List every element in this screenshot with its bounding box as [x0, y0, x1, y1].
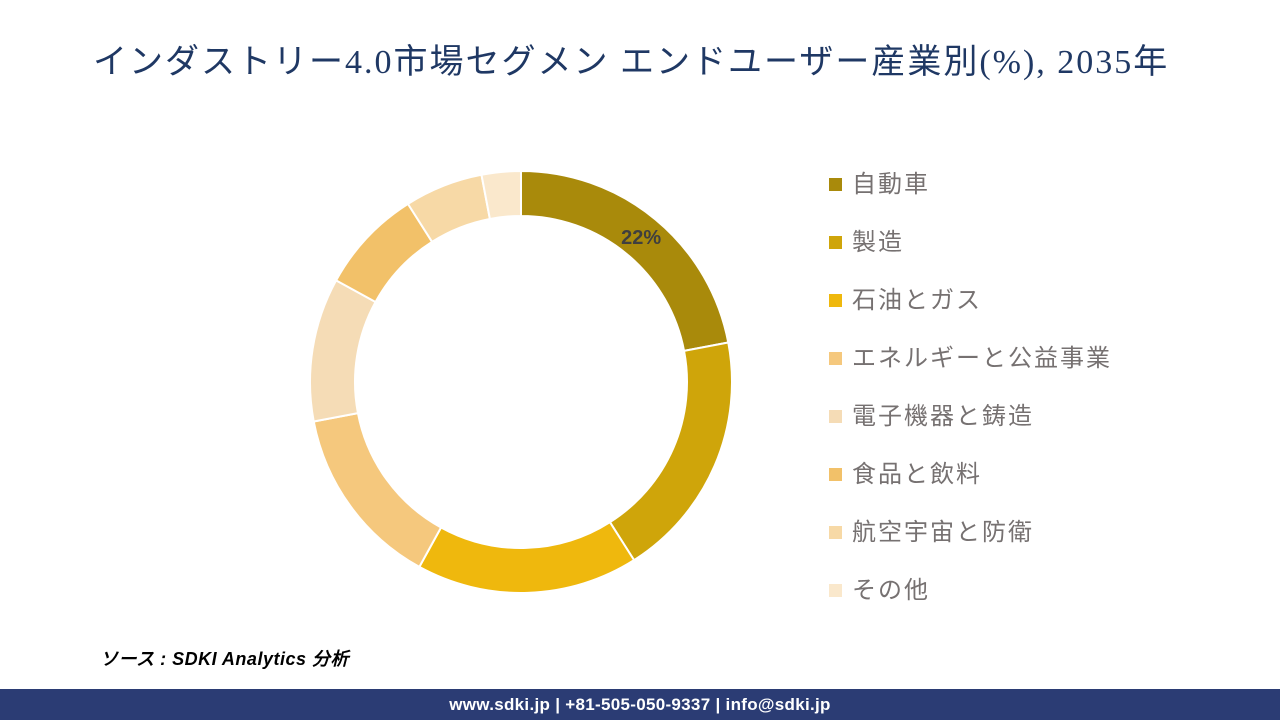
legend-label: 電子機器と鋳造 [852, 402, 1034, 430]
donut-slice-3 [312, 412, 443, 568]
legend-item-aerospace-defense: 航空宇宙と防衛 [829, 518, 1112, 546]
legend-item-oil-gas: 石油とガス [829, 286, 1112, 314]
donut-slice-1 [608, 341, 733, 562]
legend-swatch-icon [829, 177, 842, 191]
footer-bar: www.sdki.jp | +81-505-050-9337 | info@sd… [0, 689, 1280, 720]
legend-label: 食品と飲料 [852, 460, 982, 488]
legend-label: 自動車 [852, 170, 930, 198]
source-note: ソース : SDKI Analytics 分析 [100, 649, 349, 669]
legend-label: 製造 [852, 228, 904, 256]
legend-item-others: その他 [829, 576, 1112, 604]
legend-swatch-icon [829, 351, 842, 365]
legend-swatch-icon [829, 467, 842, 481]
legend-label: 航空宇宙と防衛 [852, 518, 1034, 546]
donut-slice-4 [309, 279, 377, 423]
donut-slice-2 [418, 521, 636, 594]
legend-item-food-beverage: 食品と飲料 [829, 460, 1112, 488]
legend-item-manufacturing: 製造 [829, 228, 1112, 256]
legend-item-electronics-foundry: 電子機器と鋳造 [829, 402, 1112, 430]
donut-svg: 22% [309, 170, 733, 594]
legend-label: その他 [852, 576, 930, 604]
legend-swatch-icon [829, 583, 842, 597]
chart-legend: 自動車 製造 石油とガス エネルギーと公益事業 電子機器と鋳造 食品と飲料 航空… [829, 170, 1112, 604]
legend-swatch-icon [829, 525, 842, 539]
legend-swatch-icon [829, 235, 842, 249]
legend-label: エネルギーと公益事業 [852, 344, 1112, 372]
donut-slice-7 [480, 170, 522, 220]
donut-chart: 22% [291, 152, 751, 612]
legend-item-energy-utilities: エネルギーと公益事業 [829, 344, 1112, 372]
legend-label: 石油とガス [852, 286, 982, 314]
legend-item-automotive: 自動車 [829, 170, 1112, 198]
donut-data-label: 22% [621, 227, 661, 249]
page-title: インダストリー4.0市場セグメン エンドユーザー産業別(%), 2035年 [93, 44, 1170, 81]
legend-swatch-icon [829, 293, 842, 307]
legend-swatch-icon [829, 409, 842, 423]
footer-contact-text: www.sdki.jp | +81-505-050-9337 | info@sd… [449, 694, 831, 714]
donut-slice-0 [520, 170, 730, 352]
